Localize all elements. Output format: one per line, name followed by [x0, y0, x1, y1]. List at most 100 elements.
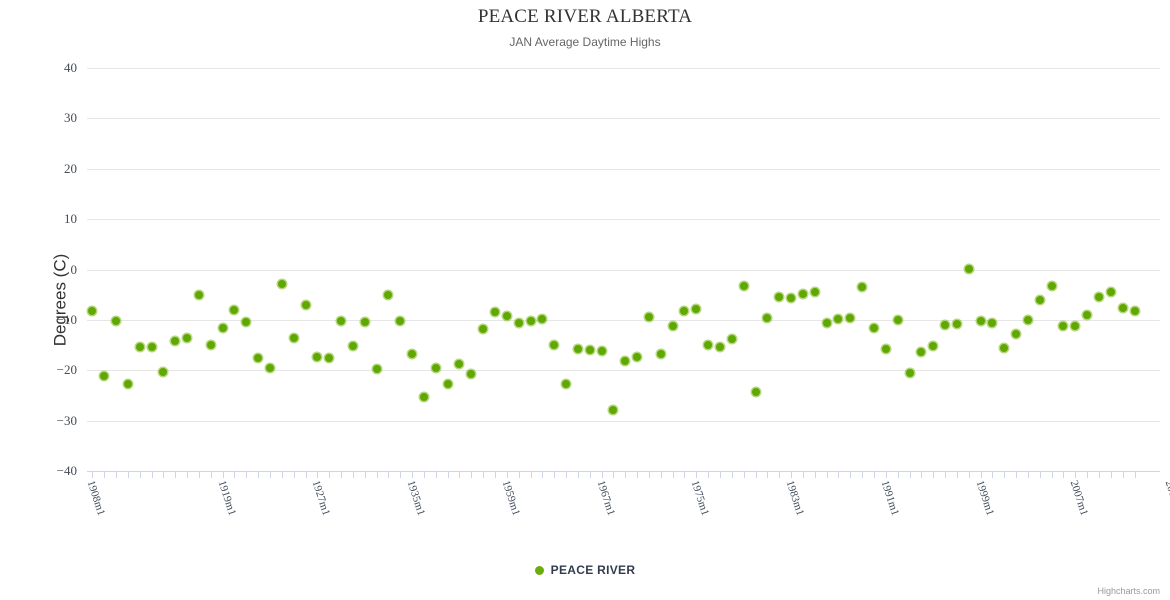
x-axis-tick: [862, 471, 864, 478]
data-point[interactable]: [360, 318, 369, 327]
data-point[interactable]: [289, 333, 298, 342]
data-point[interactable]: [716, 342, 725, 351]
data-point[interactable]: [798, 290, 807, 299]
data-point[interactable]: [573, 344, 582, 353]
x-axis-tick: [423, 471, 425, 478]
x-axis-tick: [471, 471, 473, 478]
data-point[interactable]: [265, 364, 274, 373]
data-point[interactable]: [135, 342, 144, 351]
data-point[interactable]: [739, 281, 748, 290]
data-point[interactable]: [751, 388, 760, 397]
x-axis-tick: [684, 471, 686, 478]
data-point[interactable]: [893, 316, 902, 325]
data-point[interactable]: [313, 352, 322, 361]
data-point[interactable]: [384, 291, 393, 300]
data-point[interactable]: [396, 316, 405, 325]
data-point[interactable]: [1083, 310, 1092, 319]
data-point[interactable]: [585, 346, 594, 355]
data-point[interactable]: [325, 354, 334, 363]
data-point[interactable]: [479, 324, 488, 333]
data-point[interactable]: [1035, 295, 1044, 304]
data-point[interactable]: [467, 369, 476, 378]
data-point[interactable]: [526, 317, 535, 326]
data-point[interactable]: [348, 342, 357, 351]
data-point[interactable]: [609, 406, 618, 415]
data-point[interactable]: [159, 367, 168, 376]
data-point[interactable]: [846, 313, 855, 322]
data-point[interactable]: [277, 280, 286, 289]
data-point[interactable]: [147, 343, 156, 352]
data-point[interactable]: [419, 393, 428, 402]
data-point[interactable]: [562, 380, 571, 389]
x-axis-tick: [305, 471, 307, 478]
data-point[interactable]: [763, 314, 772, 323]
data-point[interactable]: [869, 324, 878, 333]
data-point[interactable]: [443, 379, 452, 388]
data-point[interactable]: [100, 372, 109, 381]
data-point[interactable]: [941, 321, 950, 330]
data-point[interactable]: [775, 293, 784, 302]
data-point[interactable]: [1023, 315, 1032, 324]
data-point[interactable]: [597, 347, 606, 356]
data-point[interactable]: [964, 264, 973, 273]
data-point[interactable]: [206, 340, 215, 349]
gridline: [87, 219, 1160, 221]
data-point[interactable]: [905, 369, 914, 378]
data-point[interactable]: [455, 360, 464, 369]
data-point[interactable]: [976, 317, 985, 326]
data-point[interactable]: [988, 318, 997, 327]
data-point[interactable]: [929, 342, 938, 351]
data-point[interactable]: [656, 350, 665, 359]
data-point[interactable]: [727, 334, 736, 343]
data-point[interactable]: [668, 322, 677, 331]
data-point[interactable]: [952, 319, 961, 328]
data-point[interactable]: [1130, 306, 1139, 315]
data-point[interactable]: [242, 317, 251, 326]
data-point[interactable]: [881, 344, 890, 353]
data-point[interactable]: [692, 304, 701, 313]
data-point[interactable]: [1059, 321, 1068, 330]
data-point[interactable]: [112, 316, 121, 325]
data-point[interactable]: [502, 312, 511, 321]
data-point[interactable]: [633, 352, 642, 361]
data-point[interactable]: [254, 353, 263, 362]
x-axis-tick: [601, 471, 603, 478]
data-point[interactable]: [431, 364, 440, 373]
data-point[interactable]: [810, 287, 819, 296]
data-point[interactable]: [704, 340, 713, 349]
data-point[interactable]: [787, 294, 796, 303]
data-point[interactable]: [183, 333, 192, 342]
data-point[interactable]: [337, 316, 346, 325]
data-point[interactable]: [408, 350, 417, 359]
data-point[interactable]: [1095, 292, 1103, 301]
data-point[interactable]: [491, 308, 499, 317]
data-point[interactable]: [822, 318, 831, 327]
data-point[interactable]: [644, 313, 653, 322]
data-point[interactable]: [1118, 303, 1127, 312]
legend[interactable]: PEACE RIVER: [0, 563, 1170, 577]
data-point[interactable]: [834, 314, 843, 323]
data-point[interactable]: [194, 291, 203, 300]
data-point[interactable]: [858, 283, 867, 292]
data-point[interactable]: [218, 323, 227, 332]
legend-item-peace-river[interactable]: PEACE RIVER: [550, 563, 636, 577]
data-point[interactable]: [514, 318, 523, 327]
data-point[interactable]: [171, 336, 180, 345]
data-point[interactable]: [621, 357, 630, 366]
data-point[interactable]: [123, 380, 132, 389]
data-point[interactable]: [538, 314, 547, 323]
data-point[interactable]: [230, 306, 239, 315]
data-point[interactable]: [1047, 282, 1056, 291]
chart-title: PEACE RIVER ALBERTA: [477, 6, 693, 27]
data-point[interactable]: [1106, 287, 1115, 296]
data-point[interactable]: [680, 306, 689, 315]
data-point[interactable]: [88, 307, 97, 316]
data-point[interactable]: [301, 300, 310, 309]
highcharts-credits[interactable]: Highcharts.com: [1097, 586, 1160, 596]
data-point[interactable]: [550, 340, 559, 349]
data-point[interactable]: [1000, 344, 1009, 353]
data-point[interactable]: [372, 365, 381, 374]
data-point[interactable]: [1071, 322, 1080, 331]
data-point[interactable]: [917, 348, 926, 357]
data-point[interactable]: [1012, 329, 1021, 338]
